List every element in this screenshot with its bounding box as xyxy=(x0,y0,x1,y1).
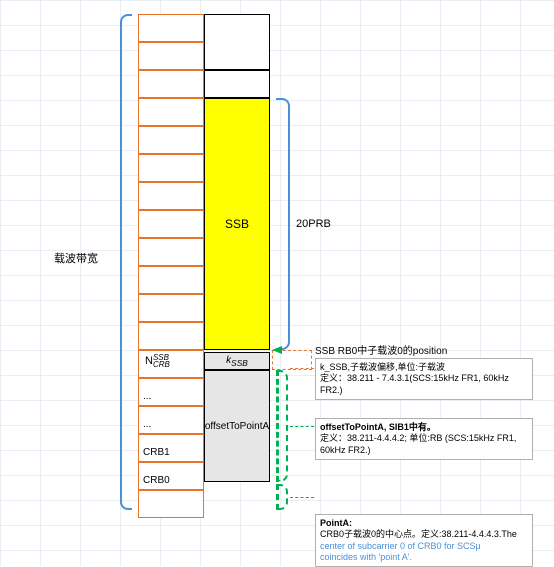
empty-box-top-1 xyxy=(204,14,270,70)
offset-note-title: offsetToPointA, SIB1中有。 xyxy=(320,422,436,432)
pointa-note-line3: coincides with 'point A'. xyxy=(320,552,412,562)
kssb-note-body: 定义：38.211 - 7.4.3.1(SCS:15kHz FR1, 60kHz… xyxy=(320,373,528,396)
cell-label: ... xyxy=(143,391,151,402)
empty-box-top-2 xyxy=(204,70,270,98)
pointa-note: PointA: CRB0子载波0的中心点。定义:38.211-4.4.4.3.T… xyxy=(315,514,533,567)
ssb-block: SSB xyxy=(204,98,270,350)
twenty-prb-label: 20PRB xyxy=(296,218,331,230)
cell-label: ... xyxy=(143,419,151,430)
cell-label: CRB0 xyxy=(143,475,170,486)
left-crb-cell: ... xyxy=(138,406,204,434)
left-crb-cell: CRB0 xyxy=(138,462,204,490)
pointa-note-title: PointA: xyxy=(320,518,352,528)
carrier-bw-brace xyxy=(120,14,132,510)
left-crb-cell: CRB1 xyxy=(138,434,204,462)
offset-connector xyxy=(290,426,314,427)
diagram-stage: SSB kSSB offsetToPointA 载波带宽 20PRB SSB R… xyxy=(0,0,554,566)
pointa-note-line1: CRB0子载波0的中心点。定义:38.211-4.4.4.3.The xyxy=(320,529,517,539)
carrier-bw-label: 载波带宽 xyxy=(28,250,98,266)
offset-brace xyxy=(276,370,288,482)
offset-to-point-a-block: offsetToPointA xyxy=(204,370,270,482)
left-crb-cell xyxy=(138,14,204,42)
kssb-label: kSSB xyxy=(226,355,248,368)
n-crb-ssb-label: NSSBCRB xyxy=(139,355,170,367)
ssb-label: SSB xyxy=(225,217,249,231)
left-crb-cell xyxy=(138,98,204,126)
left-crb-cell xyxy=(138,42,204,70)
kssb-note-title: k_SSB,子载波偏移,单位:子载波 xyxy=(320,362,528,373)
left-crb-cell xyxy=(138,210,204,238)
left-crb-cell xyxy=(138,322,204,350)
kssb-connector xyxy=(290,368,314,369)
left-crb-cell xyxy=(138,294,204,322)
left-crb-cell: NSSBCRB xyxy=(138,350,204,378)
offset-note-body: 定义：38.211-4.4.4.2; 单位:RB (SCS:15kHz FR1,… xyxy=(320,433,528,456)
left-crb-cell xyxy=(138,182,204,210)
left-crb-cell xyxy=(138,266,204,294)
pointa-note-line2: center of subcarrier 0 of CRB0 for SCSμ xyxy=(320,541,481,551)
left-crb-cell xyxy=(138,126,204,154)
pointa-connector xyxy=(290,497,314,498)
left-crb-cell xyxy=(138,70,204,98)
ssb-rb0-label: SSB RB0中子载波0的position xyxy=(315,342,447,357)
cell-label: CRB1 xyxy=(143,447,170,458)
left-crb-cell xyxy=(138,490,204,518)
left-crb-cell xyxy=(138,238,204,266)
offset-to-point-a-label: offsetToPointA xyxy=(205,421,269,432)
left-crb-cell xyxy=(138,154,204,182)
offset-note: offsetToPointA, SIB1中有。 定义：38.211-4.4.4.… xyxy=(315,418,533,460)
pointa-brace xyxy=(276,484,288,510)
kssb-block: kSSB xyxy=(204,352,270,370)
ssb-rb0-arrow xyxy=(272,346,282,354)
twenty-prb-brace xyxy=(276,98,290,350)
left-crb-cell: ... xyxy=(138,378,204,406)
kssb-note: k_SSB,子载波偏移,单位:子载波 定义：38.211 - 7.4.3.1(S… xyxy=(315,358,533,400)
